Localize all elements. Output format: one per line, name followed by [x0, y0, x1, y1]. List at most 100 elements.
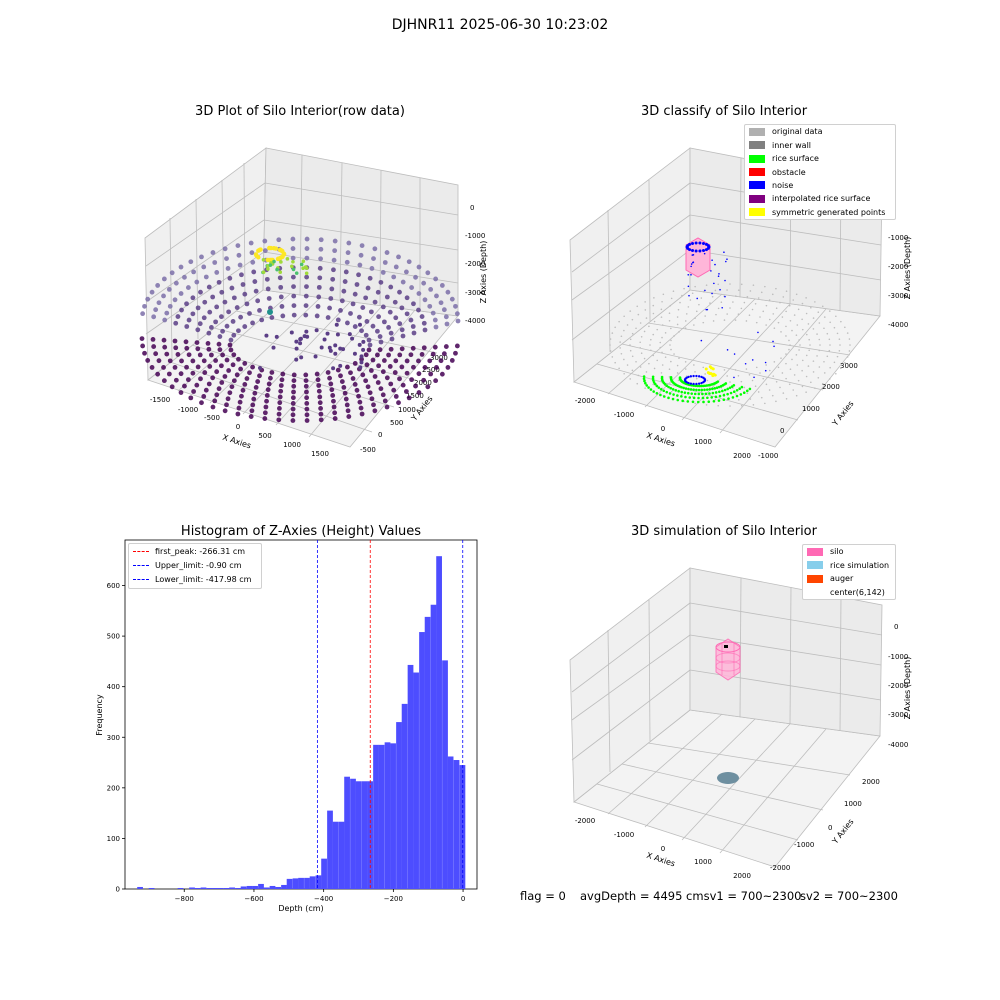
p1-point: [291, 303, 297, 309]
p2-point: [705, 404, 708, 406]
p1-point: [302, 334, 307, 339]
p2-point: [799, 344, 801, 346]
p1-point: [214, 392, 220, 398]
p2-point: [710, 396, 713, 399]
p2-point: [833, 326, 836, 329]
p1-point: [316, 294, 322, 300]
p1-point: [235, 411, 241, 417]
p2-point: [670, 390, 673, 393]
p2-point: [697, 392, 701, 396]
p1-point: [363, 378, 369, 384]
p1-point: [249, 408, 255, 414]
p2-point: [649, 344, 651, 346]
p1-point: [411, 330, 417, 336]
p2-point: [691, 248, 694, 252]
p2-legend-label: noise: [772, 180, 794, 190]
p1-point: [237, 262, 243, 268]
p1-point: [372, 299, 378, 305]
hist-bar: [309, 876, 316, 889]
p1-point: [140, 311, 146, 317]
p1-point: [409, 377, 415, 383]
p2-point: [700, 381, 703, 385]
p2-point: [637, 313, 640, 316]
p1-point: [404, 295, 410, 301]
p2-point: [797, 379, 800, 382]
p2-point: [623, 329, 625, 332]
p2-point: [733, 353, 736, 355]
p2-point: [718, 390, 721, 394]
p1-point: [453, 350, 458, 356]
p1-point: [205, 341, 211, 346]
p1-point: [150, 337, 156, 342]
p2-point: [726, 387, 730, 391]
p2-point: [812, 317, 815, 319]
p1-point: [231, 295, 237, 301]
p1-point: [242, 381, 248, 387]
p1-point: [375, 328, 380, 334]
p2-point: [694, 317, 696, 319]
p1-point: [216, 279, 222, 285]
p1-point: [422, 365, 428, 370]
p2-point: [648, 362, 650, 365]
p1-point: [279, 304, 285, 309]
p1-point: [328, 348, 333, 353]
p2-point: [689, 299, 692, 301]
p1-point: [253, 252, 259, 257]
p1-point: [372, 374, 378, 379]
p1-point: [166, 287, 172, 292]
p1-point: [291, 293, 297, 299]
panel4-title: 3D simulation of Silo Interior: [631, 524, 817, 539]
p1-point: [304, 406, 310, 412]
p2-point: [765, 324, 767, 326]
hist-xlabel: Depth (cm): [278, 904, 323, 913]
p2-point: [751, 359, 754, 361]
p1-point: [264, 276, 270, 282]
p2-point: [805, 312, 808, 315]
p1-point: [430, 351, 436, 357]
p1-point: [262, 248, 268, 254]
p2-point: [681, 399, 684, 403]
p2-point: [711, 295, 714, 298]
p4-backright-pane: [689, 567, 883, 737]
p1-point: [167, 303, 173, 309]
p2-point: [677, 308, 680, 311]
p1-ztick: -4000: [465, 317, 485, 325]
p1-point: [367, 342, 373, 348]
p2-point: [785, 397, 788, 400]
p2-point: [694, 285, 696, 288]
p1-ztick: 0: [470, 204, 474, 212]
hist-bar: [401, 703, 408, 889]
p2-point: [678, 357, 680, 359]
p2-point: [712, 320, 715, 322]
hist-bar: [350, 778, 356, 889]
p2-point: [650, 338, 652, 341]
p1-point: [274, 334, 279, 339]
p2-point: [697, 382, 701, 385]
hist-bar: [304, 877, 310, 889]
p2-point: [764, 402, 766, 405]
p1-point: [331, 404, 337, 410]
p2-point: [701, 392, 704, 396]
p1-point: [304, 246, 310, 251]
p1-point: [384, 294, 390, 300]
p1-point: [276, 237, 282, 243]
p1-point: [380, 304, 386, 310]
p2-point: [684, 395, 687, 399]
p1-point: [363, 295, 369, 301]
p2-legend-swatch: [749, 154, 765, 163]
p2-point: [733, 376, 735, 379]
p2-point: [788, 304, 791, 307]
p1-point: [201, 358, 207, 364]
p2-point: [748, 373, 751, 376]
p2-point: [792, 299, 795, 301]
p1-point: [316, 383, 322, 388]
hist-bar: [194, 887, 201, 889]
p1-point: [228, 337, 234, 343]
p2-point: [795, 394, 798, 397]
p1-point: [304, 284, 309, 289]
p2-point: [631, 318, 634, 321]
p2-point: [704, 367, 708, 371]
p1-point: [322, 337, 327, 342]
p1-point: [363, 332, 369, 338]
p1-ztick: -2000: [465, 260, 485, 268]
